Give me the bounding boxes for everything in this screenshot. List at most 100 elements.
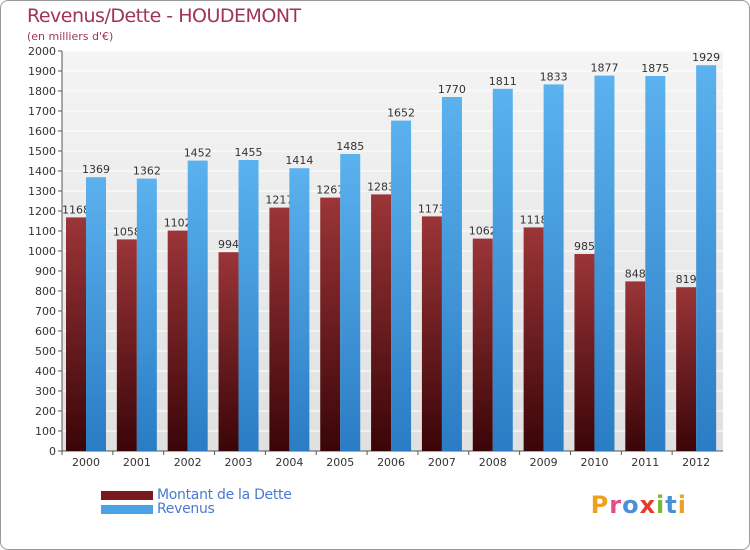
chart-subtitle: (en milliers d'€) [27,30,114,43]
data-label-debt: 819 [676,273,697,286]
x-tick-label: 2007 [428,456,456,469]
data-label-debt: 1102 [164,217,192,230]
bar-revenue [340,154,361,451]
y-tick-label: 700 [35,305,56,318]
bar-debt [574,254,595,451]
bar-revenue [187,160,208,451]
y-tick-label: 2000 [28,45,56,58]
logo-letter: i [656,491,666,519]
logo-letter: P [590,491,610,519]
data-label-revenue: 1877 [590,62,618,75]
y-tick-label: 1100 [28,225,56,238]
data-label-revenue: 1455 [235,146,263,159]
y-tick-label: 600 [35,325,56,338]
y-tick-label: 1800 [28,85,56,98]
bar-revenue [492,88,513,452]
proxiti-logo: Proxiti [591,491,687,519]
data-label-revenue: 1875 [641,62,669,75]
bar-revenue [136,178,157,451]
y-tick-label: 900 [35,265,56,278]
data-label-debt: 1058 [113,225,141,238]
bar-revenue [543,84,564,452]
bar-revenue [391,120,412,451]
data-label-revenue: 1452 [184,147,212,160]
data-label-debt: 1118 [520,213,548,226]
data-label-revenue: 1362 [133,165,161,178]
y-tick-label: 1900 [28,65,56,78]
data-label-debt: 848 [625,267,646,280]
bar-debt [625,281,646,451]
y-tick-label: 400 [35,365,56,378]
bar-debt [320,197,341,451]
x-tick-label: 2011 [631,456,659,469]
data-label-revenue: 1485 [336,140,364,153]
legend-label-debt: Montant de la Dette [157,487,292,503]
x-tick-label: 2009 [530,456,558,469]
data-label-debt: 994 [218,238,239,251]
x-tick-label: 2006 [377,456,405,469]
y-tick-label: 800 [35,285,56,298]
x-tick-label: 2012 [682,456,710,469]
y-tick-label: 1200 [28,205,56,218]
legend-swatch-debt [101,490,153,500]
bar-revenue [289,168,310,451]
y-tick-label: 500 [35,345,56,358]
x-tick-label: 2000 [72,456,100,469]
y-tick-label: 0 [49,445,56,458]
data-label-debt: 1283 [367,180,395,193]
logo-letter: i [677,491,687,519]
chart-title: Revenus/Dette - HOUDEMONT [27,5,301,27]
y-tick-label: 1000 [28,245,56,258]
y-tick-label: 1600 [28,125,56,138]
bar-debt [269,207,290,451]
bar-debt [116,239,137,451]
x-tick-label: 2008 [479,456,507,469]
bar-revenue [238,160,259,451]
x-tick-label: 2004 [275,456,303,469]
legend-label-revenue: Revenus [157,501,215,517]
logo-letter: o [622,491,640,519]
data-label-revenue: 1369 [82,163,110,176]
data-label-debt: 1173 [418,202,446,215]
y-tick-label: 1300 [28,185,56,198]
y-tick-label: 300 [35,385,56,398]
x-tick-label: 2001 [123,456,151,469]
bar-debt [66,217,86,451]
logo-letter: t [665,491,678,519]
bar-revenue [645,76,666,451]
y-tick-label: 100 [35,425,56,438]
y-tick-label: 200 [35,405,56,418]
bar-debt [472,238,493,451]
x-tick-label: 2010 [580,456,608,469]
bar-debt [371,194,392,451]
data-label-debt: 985 [574,240,595,253]
y-tick-label: 1700 [28,105,56,118]
logo-letter: r [609,491,623,519]
data-label-revenue: 1414 [285,154,313,167]
bar-debt [421,216,442,451]
data-label-revenue: 1833 [540,70,568,83]
y-tick-label: 1400 [28,165,56,178]
bar-debt [167,230,188,451]
bar-revenue [86,177,106,451]
data-label-debt: 1217 [265,194,293,207]
bar-revenue [594,75,615,451]
bar-revenue [696,65,717,451]
bar-debt [676,287,697,451]
legend-swatch-revenue [101,504,153,514]
data-label-revenue: 1929 [692,51,720,64]
bar-revenue [441,97,462,451]
data-label-revenue: 1770 [438,83,466,96]
data-label-debt: 1267 [316,184,344,197]
logo-letter: x [639,491,657,519]
legend: Montant de la Dette Revenus [101,487,292,517]
data-label-revenue: 1811 [489,75,517,88]
data-label-debt: 1168 [62,203,90,216]
x-tick-label: 2005 [326,456,354,469]
bar-debt [218,252,239,451]
y-tick-label: 1500 [28,145,56,158]
data-label-debt: 1062 [469,225,497,238]
x-tick-label: 2002 [174,456,202,469]
